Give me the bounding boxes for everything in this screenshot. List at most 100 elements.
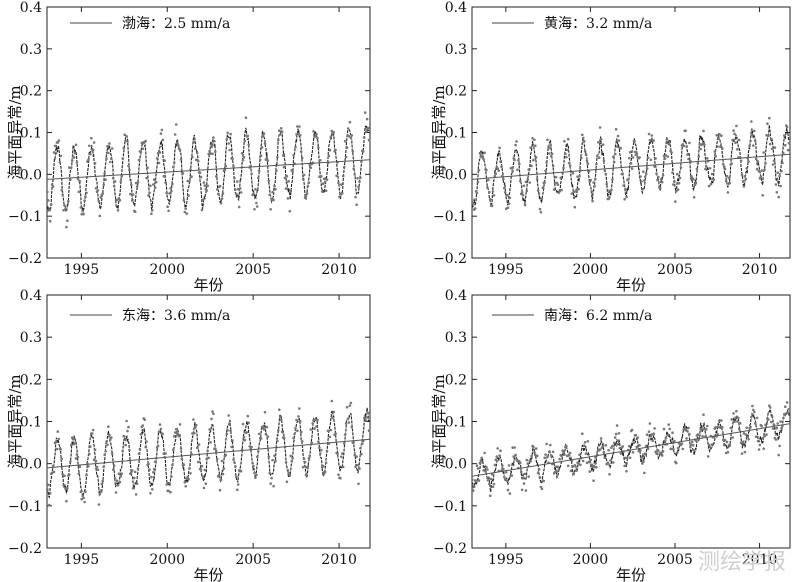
- data-point: [178, 423, 182, 426]
- data-point: [311, 422, 315, 425]
- data-point: [168, 482, 171, 485]
- data-point: [79, 490, 83, 494]
- data-point: [213, 139, 216, 143]
- data-point: [506, 206, 510, 210]
- data-point: [68, 166, 71, 169]
- data-point: [511, 169, 514, 173]
- data-point: [730, 418, 733, 421]
- data-point: [220, 197, 224, 201]
- data-point: [546, 455, 549, 459]
- data-point: [718, 133, 721, 136]
- data-point: [488, 482, 491, 486]
- data-point: [354, 195, 357, 199]
- data-point: [303, 460, 307, 464]
- data-point: [347, 135, 351, 138]
- data-point: [200, 208, 204, 212]
- data-point: [578, 174, 581, 178]
- data-point: [254, 476, 257, 480]
- data-point: [100, 482, 103, 486]
- data-point: [640, 180, 643, 183]
- data-point: [595, 466, 598, 469]
- data-point: [552, 188, 556, 191]
- data-point: [715, 134, 718, 137]
- data-point: [523, 203, 527, 207]
- data-point: [309, 428, 313, 431]
- data-point: [96, 189, 100, 192]
- data-point: [644, 172, 648, 175]
- data-point: [523, 472, 527, 476]
- data-point: [520, 191, 524, 194]
- data-point: [567, 453, 571, 457]
- data-point: [590, 190, 593, 193]
- data-point: [215, 188, 219, 191]
- plot-frame: [471, 294, 791, 549]
- data-point: [89, 445, 92, 448]
- data-point: [631, 451, 635, 454]
- data-point: [478, 151, 482, 155]
- data-point: [313, 427, 316, 431]
- data-point: [91, 148, 95, 152]
- data-point: [721, 162, 725, 166]
- x-tick-label: 2005: [235, 552, 271, 568]
- data-point: [763, 434, 766, 438]
- data-point: [574, 465, 577, 468]
- data-point: [526, 462, 530, 465]
- data-point: [472, 489, 475, 492]
- data-point: [783, 134, 786, 137]
- data-point: [691, 177, 695, 181]
- data-point: [606, 461, 609, 465]
- trend-line: [46, 159, 371, 180]
- data-point: [705, 428, 708, 431]
- data-point: [603, 169, 607, 173]
- data-point: [222, 467, 226, 470]
- data-point: [253, 208, 256, 211]
- data-point: [210, 417, 213, 421]
- data-point: [765, 433, 768, 436]
- data-point: [734, 416, 737, 420]
- data-point: [152, 471, 155, 474]
- data-point: [773, 146, 777, 149]
- data-point: [330, 399, 334, 403]
- data-point: [668, 143, 671, 147]
- data-point: [330, 129, 334, 133]
- data-point: [659, 187, 662, 190]
- data-point: [202, 181, 206, 184]
- data-point: [781, 161, 784, 165]
- data-point: [319, 452, 322, 455]
- data-point: [101, 192, 104, 195]
- data-point: [647, 430, 651, 434]
- data-point: [609, 190, 612, 194]
- data-point: [287, 471, 291, 475]
- data-point: [749, 425, 752, 429]
- data-point: [98, 214, 102, 218]
- data-point: [85, 191, 88, 195]
- data-point: [341, 465, 345, 469]
- data-point: [167, 209, 170, 213]
- data-point: [483, 451, 486, 455]
- data-point: [98, 492, 102, 496]
- data-point: [62, 209, 65, 212]
- data-point: [663, 439, 667, 443]
- data-point: [87, 158, 90, 162]
- data-point: [152, 183, 155, 186]
- data-point: [285, 174, 289, 178]
- data-point: [277, 138, 280, 142]
- data-point: [342, 442, 346, 445]
- data-point: [723, 167, 727, 171]
- data-point: [746, 435, 749, 439]
- data-point: [296, 429, 299, 433]
- data-point: [108, 433, 111, 437]
- data-point: [622, 184, 625, 187]
- data-point: [316, 137, 319, 140]
- data-point: [505, 479, 509, 483]
- data-point: [145, 176, 148, 180]
- data-point: [513, 158, 516, 162]
- data-point: [227, 414, 230, 417]
- data-point: [498, 454, 501, 457]
- data-point: [753, 410, 756, 414]
- data-point: [578, 453, 581, 457]
- data-point: [599, 437, 603, 440]
- data-point: [652, 139, 655, 142]
- data-point: [105, 440, 108, 443]
- data-point: [705, 165, 708, 168]
